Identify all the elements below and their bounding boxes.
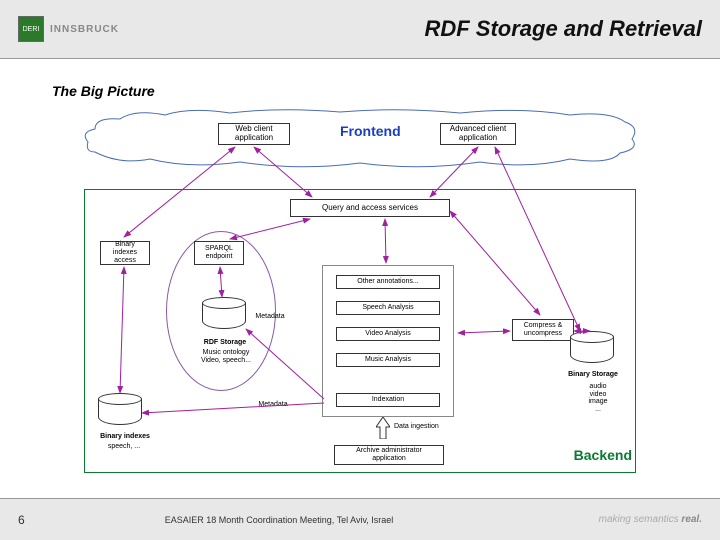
node-adv-client: Advanced client application (440, 123, 516, 145)
node-binary-idx-access: Binary indexes access (100, 241, 150, 265)
page-number: 6 (18, 513, 25, 527)
content-area: The Big Picture Frontend Web client appl… (0, 59, 720, 499)
node-speech-an: Speech Analysis (336, 301, 440, 315)
architecture-diagram: Frontend Web client application Advanced… (80, 107, 640, 477)
page-title: RDF Storage and Retrieval (424, 16, 702, 42)
node-video-an: Video Analysis (336, 327, 440, 341)
cylinder-metadata: Metadata (202, 303, 246, 329)
node-music-an: Music Analysis (336, 353, 440, 367)
footer-text: EASAIER 18 Month Coordination Meeting, T… (165, 515, 394, 525)
logo-subtext: INNSBRUCK (50, 24, 119, 35)
cylinder-binary-idx (98, 399, 142, 425)
header: DERI INNSBRUCK RDF Storage and Retrieval (0, 0, 720, 58)
binary-idx-label: Binary indexes (90, 433, 160, 441)
subtitle: The Big Picture (52, 83, 668, 99)
node-query-access: Query and access services (290, 199, 450, 217)
binary-storage-label: Binary Storage (558, 371, 628, 379)
footer: 6 EASAIER 18 Month Coordination Meeting,… (0, 498, 720, 540)
rdf-storage-sub: Music ontology Video, speech... (184, 349, 268, 364)
logo-icon: DERI (18, 16, 44, 42)
node-other-ann: Other annotations... (336, 275, 440, 289)
data-ingestion-arrow-icon (376, 417, 390, 439)
node-web-client: Web client application (218, 123, 290, 145)
frontend-cloud (80, 107, 640, 175)
data-ingestion-label: Data ingestion (394, 423, 464, 431)
metadata-flow-label: Metadata (248, 401, 298, 409)
binary-storage-sub: audio video image ... (578, 383, 618, 414)
footer-brand: making semantics real. (599, 514, 702, 525)
node-sparql: SPARQL endpoint (194, 241, 244, 265)
binary-idx-sub: speech, ... (94, 443, 154, 451)
node-indexation: Indexation (336, 393, 440, 407)
node-archive-admin: Archive administrator application (334, 445, 444, 465)
node-compress: Compress & uncompress (512, 319, 574, 341)
backend-label: Backend (574, 447, 632, 463)
rdf-storage-label: RDF Storage (190, 339, 260, 347)
frontend-label: Frontend (340, 123, 401, 139)
cylinder-binary-storage (570, 337, 614, 363)
